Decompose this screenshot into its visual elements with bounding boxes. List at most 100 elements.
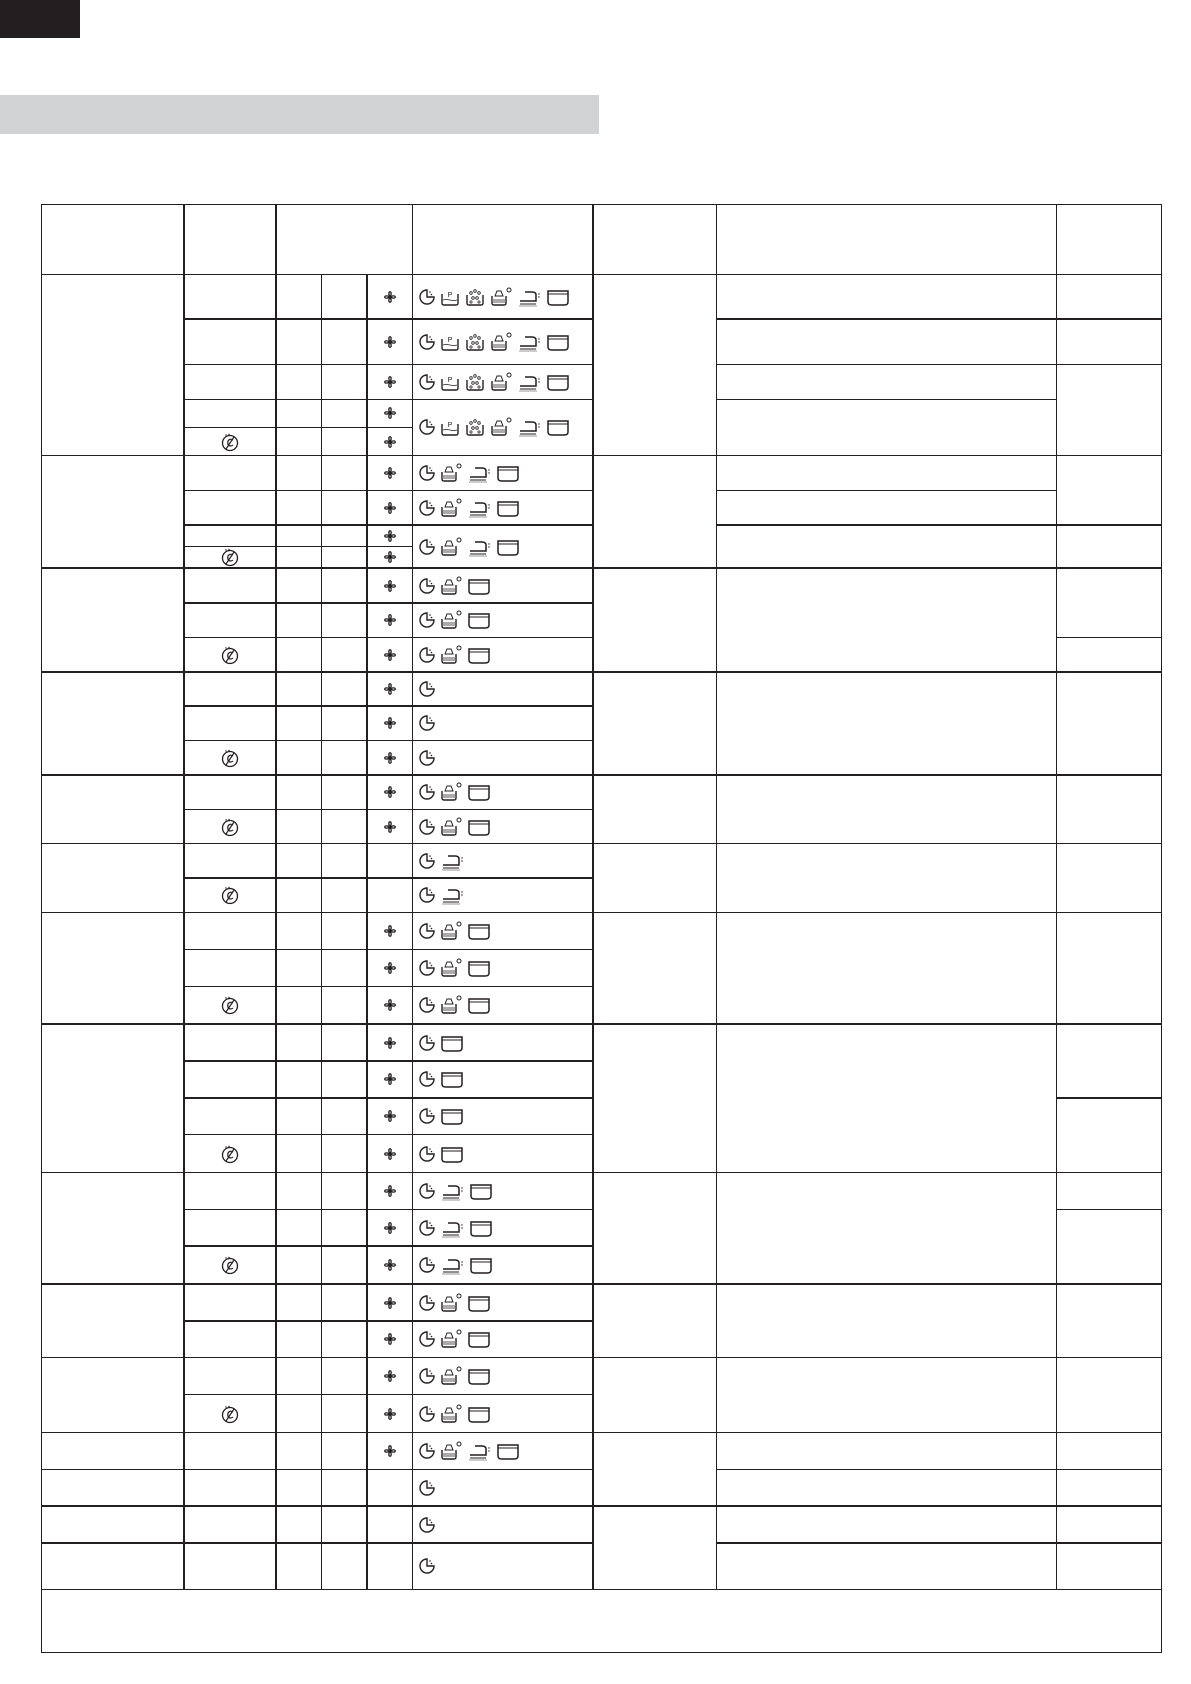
tub-icon bbox=[467, 645, 491, 665]
value-cell bbox=[320, 985, 368, 1025]
duration-cell bbox=[1055, 273, 1163, 320]
spin-flower-icon bbox=[380, 1293, 400, 1313]
tub-icon bbox=[496, 537, 520, 557]
header-cell bbox=[183, 203, 277, 276]
wash-basin-steam-icon bbox=[490, 287, 512, 307]
load-cell bbox=[592, 273, 718, 457]
value-cell bbox=[275, 774, 323, 811]
value-cell bbox=[320, 1431, 368, 1471]
timer-icon bbox=[419, 817, 435, 837]
bleach-cell bbox=[183, 985, 277, 1025]
spin-cell bbox=[366, 489, 414, 526]
group-label-cell bbox=[41, 1171, 185, 1285]
value-cell bbox=[320, 705, 368, 742]
bleach-cell bbox=[183, 567, 277, 604]
bleach-cell bbox=[183, 1097, 277, 1136]
timer-icon bbox=[419, 463, 435, 483]
spin-cell bbox=[366, 809, 414, 845]
wash-basin-steam-icon bbox=[440, 1366, 462, 1386]
timer-icon bbox=[419, 885, 435, 905]
timer-icon bbox=[419, 1218, 435, 1238]
group-label-cell bbox=[41, 273, 185, 457]
no-bleach-icon bbox=[220, 885, 240, 905]
tub-icon bbox=[467, 782, 491, 802]
care-symbols-cell bbox=[411, 524, 594, 569]
spin-cell bbox=[366, 774, 414, 811]
spin-flower-icon bbox=[380, 432, 400, 452]
tub-icon bbox=[467, 958, 491, 978]
spin-cell bbox=[366, 842, 414, 879]
bleach-cell bbox=[183, 671, 277, 707]
description-cell bbox=[715, 318, 1058, 366]
value-cell bbox=[320, 489, 368, 526]
description-cell bbox=[715, 1023, 1058, 1174]
spin-flower-icon bbox=[380, 610, 400, 630]
spin-cell bbox=[366, 985, 414, 1025]
value-cell bbox=[275, 1468, 323, 1507]
value-cell bbox=[275, 273, 323, 320]
value-cell bbox=[320, 911, 368, 951]
spin-cell bbox=[366, 948, 414, 988]
care-symbols-cell bbox=[411, 985, 594, 1025]
value-cell bbox=[275, 602, 323, 639]
care-symbols-cell bbox=[411, 739, 594, 776]
spin-cell bbox=[366, 1431, 414, 1471]
wash-basin-steam-icon bbox=[440, 1441, 462, 1461]
value-cell bbox=[275, 739, 323, 776]
iron-icon bbox=[467, 498, 491, 518]
spin-flower-icon bbox=[380, 463, 400, 483]
duration-cell bbox=[1055, 671, 1163, 776]
care-symbols-cell bbox=[411, 567, 594, 604]
spin-cell bbox=[366, 1208, 414, 1247]
description-cell bbox=[715, 842, 1058, 914]
care-symbols-cell bbox=[411, 809, 594, 845]
value-cell bbox=[275, 948, 323, 988]
spin-flower-icon bbox=[380, 1366, 400, 1386]
timer-icon bbox=[419, 1329, 435, 1349]
spin-cell bbox=[366, 273, 414, 320]
value-cell bbox=[275, 809, 323, 845]
description-cell bbox=[715, 1468, 1058, 1507]
wash-basin-steam-icon bbox=[440, 1329, 462, 1349]
care-symbols-cell bbox=[411, 1505, 594, 1544]
care-symbols-cell bbox=[411, 363, 594, 401]
timer-icon bbox=[419, 576, 435, 596]
spin-cell bbox=[366, 602, 414, 639]
iron-icon bbox=[467, 463, 491, 483]
care-symbols-cell bbox=[411, 1133, 594, 1174]
care-symbols-cell bbox=[411, 1171, 594, 1211]
wash-basin-steam-icon bbox=[440, 1404, 462, 1424]
wash-basin-steam-icon bbox=[440, 921, 462, 941]
load-cell bbox=[592, 454, 718, 569]
value-cell bbox=[320, 842, 368, 879]
timer-icon bbox=[419, 1293, 435, 1313]
load-cell bbox=[592, 911, 718, 1025]
spin-cell bbox=[366, 318, 414, 366]
spin-flower-icon bbox=[380, 403, 400, 423]
spin-flower-icon bbox=[380, 547, 400, 567]
bleach-cell bbox=[183, 1356, 277, 1396]
value-cell bbox=[320, 877, 368, 914]
bleach-cell bbox=[183, 545, 277, 569]
tub-icon bbox=[496, 463, 520, 483]
header-cell bbox=[41, 203, 185, 276]
spin-flower-icon bbox=[380, 748, 400, 768]
no-bleach-icon bbox=[220, 432, 240, 452]
spin-cell bbox=[366, 363, 414, 401]
timer-icon bbox=[419, 1441, 435, 1461]
wash-basin-p-icon bbox=[440, 332, 460, 352]
spin-flower-icon bbox=[380, 782, 400, 802]
bleach-cell bbox=[183, 398, 277, 429]
load-cell bbox=[592, 842, 718, 914]
care-symbols-cell bbox=[411, 489, 594, 526]
spin-cell bbox=[366, 739, 414, 776]
spin-cell bbox=[366, 1133, 414, 1174]
tub-icon bbox=[467, 921, 491, 941]
load-cell bbox=[592, 1023, 718, 1174]
duration-cell bbox=[1055, 1356, 1163, 1434]
no-bleach-icon bbox=[220, 1404, 240, 1424]
load-cell bbox=[592, 567, 718, 673]
spin-flower-icon bbox=[380, 287, 400, 307]
wash-basin-steam-icon bbox=[440, 498, 462, 518]
tub-icon bbox=[467, 1404, 491, 1424]
